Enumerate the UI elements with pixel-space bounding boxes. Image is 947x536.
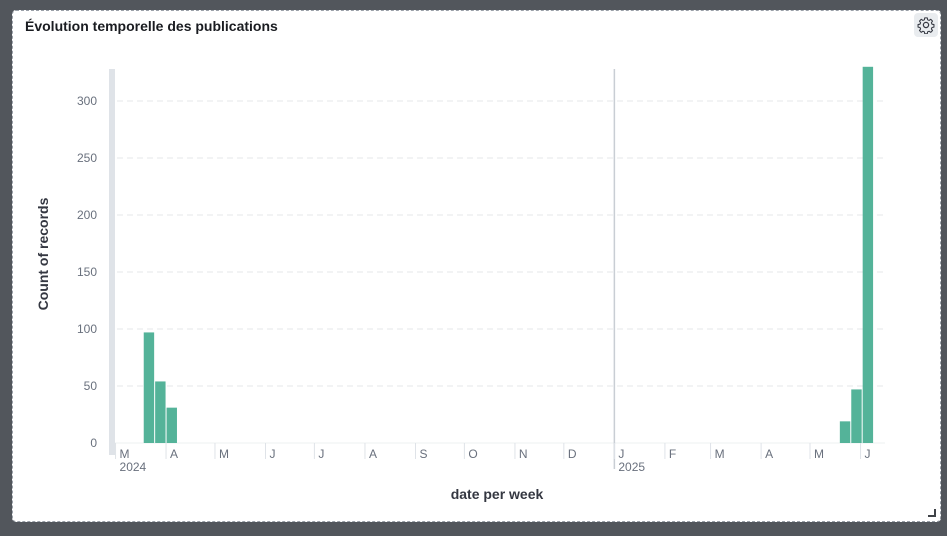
y-tick-label: 200 [77, 208, 97, 222]
y-tick-label: 150 [77, 265, 97, 279]
panel-title: Évolution temporelle des publications [25, 18, 278, 34]
y-tick-label: 100 [77, 322, 97, 336]
gear-icon-glyph [917, 17, 935, 34]
histogram-bar[interactable] [143, 332, 155, 443]
histogram-bar[interactable] [839, 421, 851, 443]
y-axis-title: Count of records [35, 197, 51, 310]
year-dividers [109, 69, 616, 469]
y-tick-label: 0 [90, 436, 97, 450]
x-tick-label: D [568, 447, 577, 461]
x-tick-label: O [468, 447, 477, 461]
y-tick-label: 50 [84, 379, 98, 393]
x-tick-label: J [865, 447, 871, 461]
histogram-chart: 0 50 100 150 200 250 300 M A M J J A S O N D J F M A M J 2024 2… [35, 66, 885, 502]
x-axis-title: date per week [451, 486, 544, 502]
histogram-bar[interactable] [851, 389, 862, 443]
x-year-label: 2024 [120, 460, 147, 474]
gear-icon[interactable] [914, 13, 938, 37]
x-tick-label: A [170, 447, 178, 461]
histogram-bar[interactable] [166, 407, 177, 443]
x-tick-label: M [814, 447, 824, 461]
x-year-label: 2025 [618, 460, 645, 474]
bars [143, 66, 874, 444]
x-tick-label: N [519, 447, 528, 461]
x-axis-ticks: M A M J J A S O N D J F M A M J 2024 2025 [115, 443, 871, 474]
chart-panel: Évolution temporelle des publications 0 5… [12, 10, 941, 522]
x-tick-label: J [618, 447, 624, 461]
x-tick-label: F [669, 447, 676, 461]
histogram-bar[interactable] [155, 381, 166, 443]
x-tick-label: M [120, 447, 130, 461]
x-tick-label: A [765, 447, 773, 461]
x-tick-label: J [270, 447, 276, 461]
x-tick-label: S [419, 447, 427, 461]
x-tick-label: A [369, 447, 377, 461]
left-axis-band [109, 69, 115, 455]
x-tick-label: M [715, 447, 725, 461]
resize-handle-icon[interactable] [928, 509, 936, 517]
x-tick-label: M [219, 447, 229, 461]
gridlines [115, 100, 885, 444]
y-tick-label: 250 [77, 151, 97, 165]
y-tick-label: 300 [77, 94, 97, 108]
histogram-bar[interactable] [862, 66, 874, 444]
y-axis-ticks: 0 50 100 150 200 250 300 [77, 94, 97, 450]
x-tick-label: J [318, 447, 324, 461]
